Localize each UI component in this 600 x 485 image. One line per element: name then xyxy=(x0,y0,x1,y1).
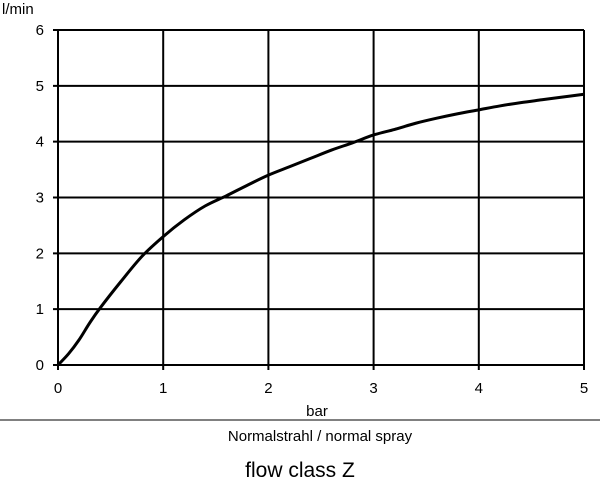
y-tick-label: 4 xyxy=(36,134,44,151)
chart-grid xyxy=(53,29,585,370)
x-tick-labels: 0 1 2 3 4 5 xyxy=(54,380,588,397)
x-tick-label: 0 xyxy=(54,380,62,397)
x-tick-label: 4 xyxy=(475,380,483,397)
y-tick-label: 3 xyxy=(36,190,44,207)
x-tick-label: 2 xyxy=(264,380,272,397)
y-tick-label: 6 xyxy=(36,22,44,39)
chart-title: flow class Z xyxy=(245,459,355,482)
x-axis-label: bar xyxy=(306,403,328,420)
chart-subtitle: Normalstrahl / normal spray xyxy=(228,428,413,445)
x-tick-label: 1 xyxy=(159,380,167,397)
y-tick-label: 5 xyxy=(36,78,44,95)
y-tick-label: 0 xyxy=(36,357,44,374)
y-tick-label: 1 xyxy=(36,301,44,318)
x-tick-label: 3 xyxy=(369,380,377,397)
x-tick-label: 5 xyxy=(580,380,588,397)
series-line xyxy=(56,92,585,367)
y-tick-labels: 0 1 2 3 4 5 6 xyxy=(36,22,44,374)
y-axis-label: l/min xyxy=(2,1,34,18)
y-tick-label: 2 xyxy=(36,245,44,262)
